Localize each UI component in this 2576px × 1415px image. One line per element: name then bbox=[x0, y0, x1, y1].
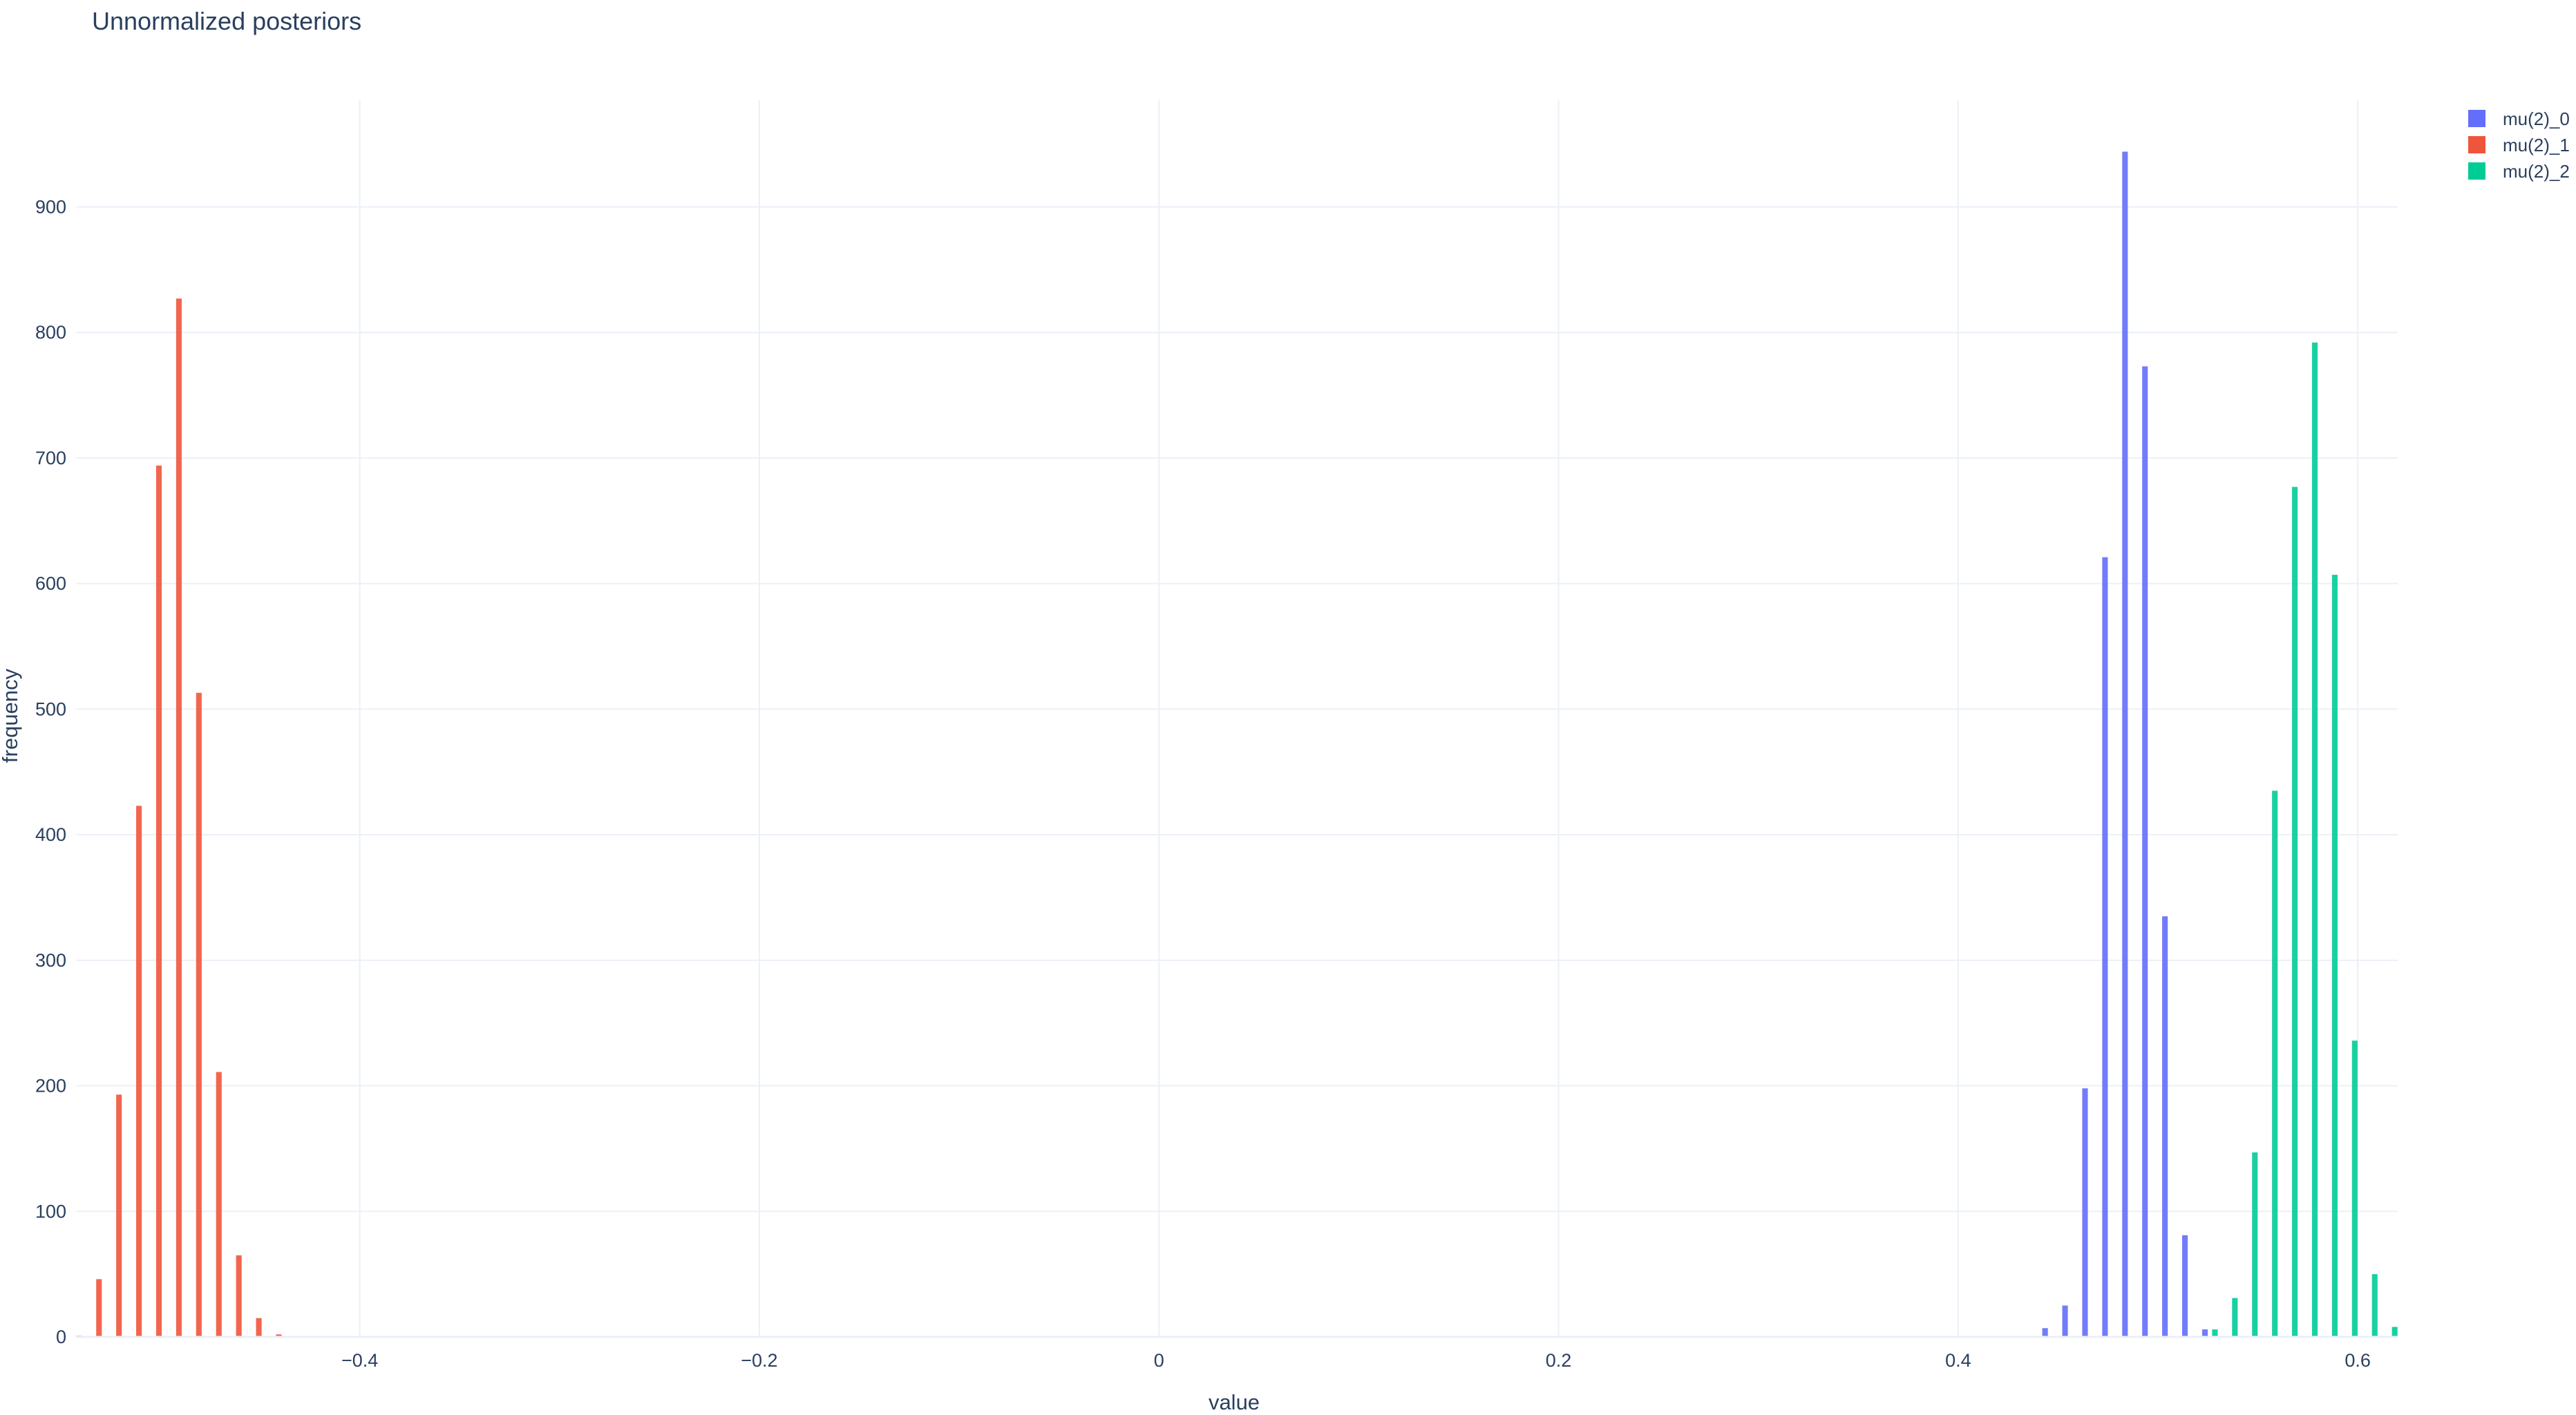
y-tick-label: 600 bbox=[35, 573, 66, 594]
y-tick-label: 500 bbox=[35, 699, 66, 719]
legend-label: mu(2)_0 bbox=[2503, 108, 2570, 129]
bar-mu(2)_2 bbox=[2331, 574, 2338, 1337]
bars bbox=[76, 151, 2398, 1338]
bar-mu(2)_0 bbox=[2182, 1235, 2188, 1337]
y-tick-label: 900 bbox=[35, 196, 66, 217]
y-tick-label: 300 bbox=[35, 950, 66, 971]
legend-label: mu(2)_2 bbox=[2503, 161, 2570, 182]
bar-mu(2)_0 bbox=[2042, 1328, 2048, 1337]
bar-mu(2)_1 bbox=[116, 1094, 122, 1337]
bar-mu(2)_1 bbox=[256, 1318, 262, 1337]
legend-swatch bbox=[2468, 162, 2485, 180]
legend-swatch bbox=[2468, 136, 2485, 153]
bar-mu(2)_2 bbox=[2311, 342, 2318, 1337]
bar-mu(2)_1 bbox=[155, 465, 162, 1338]
y-tick-label: 400 bbox=[35, 824, 66, 845]
legend-label: mu(2)_1 bbox=[2503, 135, 2570, 155]
bar-mu(2)_2 bbox=[2292, 486, 2298, 1337]
y-tick-label: 200 bbox=[35, 1076, 66, 1096]
bar-mu(2)_1 bbox=[176, 298, 182, 1337]
x-tick-label: 0.6 bbox=[2345, 1350, 2371, 1371]
bar-mu(2)_2 bbox=[2232, 1298, 2238, 1337]
y-tick-label: 0 bbox=[56, 1327, 66, 1347]
bar-mu(2)_1 bbox=[236, 1255, 242, 1337]
y-axis-title: frequency bbox=[0, 668, 22, 763]
bar-mu(2)_1 bbox=[196, 692, 202, 1337]
bar-mu(2)_1 bbox=[96, 1279, 102, 1337]
axes: 0 100 200 300 400 500 600 700 800 900 −0.4 −0.2 0 0.2… bbox=[35, 196, 2398, 1371]
bar-mu(2)_2 bbox=[2272, 790, 2278, 1337]
x-axis-title: value bbox=[1209, 1390, 1260, 1414]
y-tick-label: 100 bbox=[35, 1201, 66, 1222]
chart-title: Unnormalized posteriors bbox=[92, 7, 361, 35]
bar-mu(2)_0 bbox=[2201, 1329, 2208, 1337]
bar-mu(2)_0 bbox=[2102, 557, 2108, 1338]
bar-mu(2)_0 bbox=[2162, 916, 2168, 1337]
x-tick-label: 0.2 bbox=[1546, 1350, 1572, 1371]
bar-mu(2)_2 bbox=[2371, 1274, 2378, 1337]
bar-mu(2)_0 bbox=[2082, 1088, 2088, 1337]
legend: mu(2)_0 mu(2)_1 mu(2)_2 bbox=[2468, 108, 2570, 182]
bar-mu(2)_0 bbox=[2142, 366, 2148, 1337]
bar-mu(2)_2 bbox=[2351, 1041, 2358, 1337]
bar-mu(2)_2 bbox=[2212, 1329, 2218, 1337]
gridlines bbox=[76, 100, 2398, 1337]
bar-mu(2)_0 bbox=[2122, 151, 2128, 1338]
x-tick-label: −0.4 bbox=[341, 1350, 378, 1371]
bar-mu(2)_2 bbox=[2392, 1327, 2398, 1337]
x-tick-label: −0.2 bbox=[741, 1350, 777, 1371]
bar-mu(2)_0 bbox=[2062, 1305, 2068, 1337]
x-tick-label: 0.4 bbox=[1945, 1350, 1971, 1371]
bar-mu(2)_2 bbox=[2252, 1152, 2258, 1337]
bar-mu(2)_1 bbox=[276, 1334, 282, 1337]
bar-mu(2)_1 bbox=[216, 1072, 222, 1337]
legend-swatch bbox=[2468, 110, 2485, 127]
bar-mu(2)_1 bbox=[136, 806, 142, 1337]
y-tick-label: 700 bbox=[35, 448, 66, 468]
y-tick-label: 800 bbox=[35, 322, 66, 343]
x-tick-label: 0 bbox=[1154, 1350, 1164, 1371]
